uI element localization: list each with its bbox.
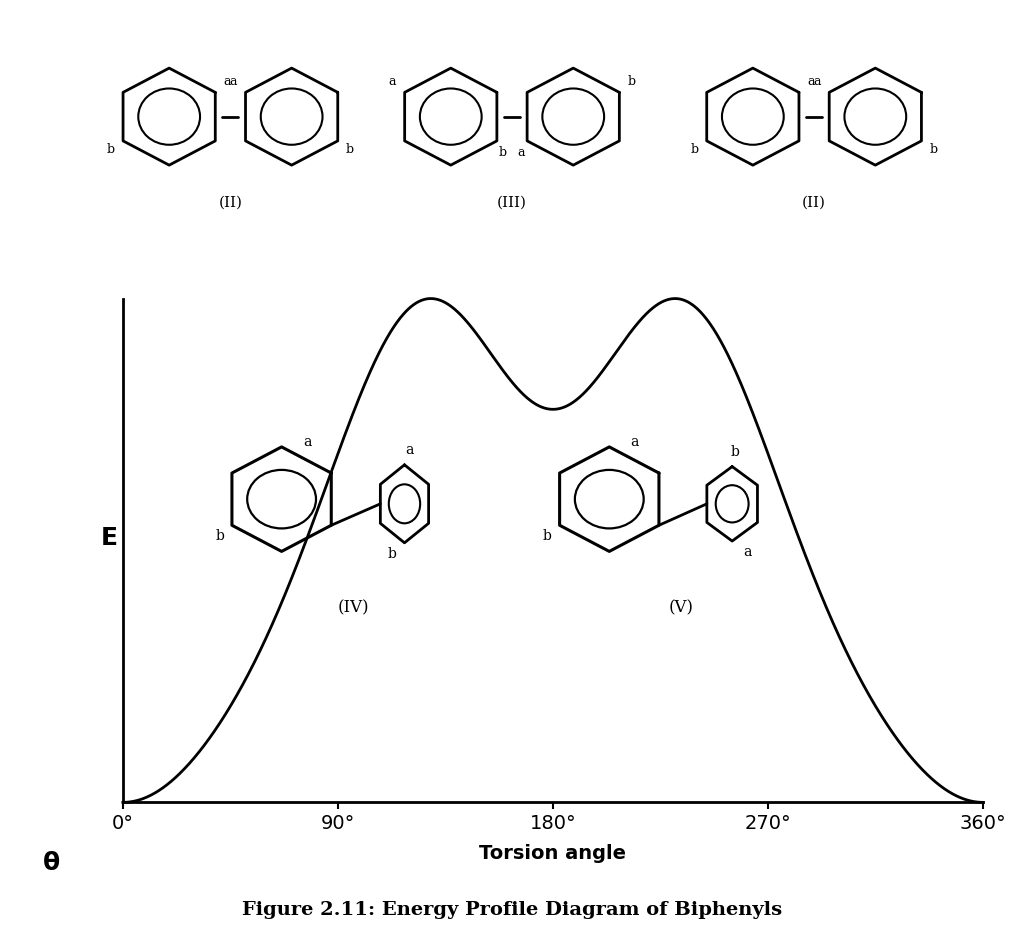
Text: (IV): (IV) (338, 599, 369, 616)
Text: a: a (303, 435, 311, 450)
Text: b: b (499, 146, 507, 159)
Text: a: a (229, 75, 237, 88)
Text: b: b (930, 144, 938, 157)
Text: (III): (III) (497, 195, 527, 210)
Text: b: b (346, 144, 354, 157)
Text: a: a (808, 75, 815, 88)
Text: a: a (813, 75, 820, 88)
Text: b: b (215, 529, 224, 544)
Text: Figure 2.11: Energy Profile Diagram of Biphenyls: Figure 2.11: Energy Profile Diagram of B… (242, 900, 782, 919)
Text: θ: θ (43, 851, 59, 875)
Text: b: b (543, 529, 552, 544)
Text: a: a (224, 75, 231, 88)
Text: a: a (389, 75, 396, 88)
Text: b: b (388, 547, 397, 561)
Text: a: a (631, 435, 639, 450)
Text: b: b (628, 75, 636, 88)
Text: a: a (517, 146, 524, 159)
Text: b: b (690, 144, 698, 157)
Text: a: a (743, 545, 752, 559)
Text: (V): (V) (669, 599, 693, 616)
Y-axis label: E: E (100, 526, 118, 550)
Text: (II): (II) (218, 195, 243, 210)
Text: (II): (II) (802, 195, 826, 210)
X-axis label: Torsion angle: Torsion angle (479, 844, 627, 863)
Text: b: b (106, 144, 115, 157)
Text: b: b (730, 445, 739, 459)
Text: a: a (406, 443, 414, 457)
